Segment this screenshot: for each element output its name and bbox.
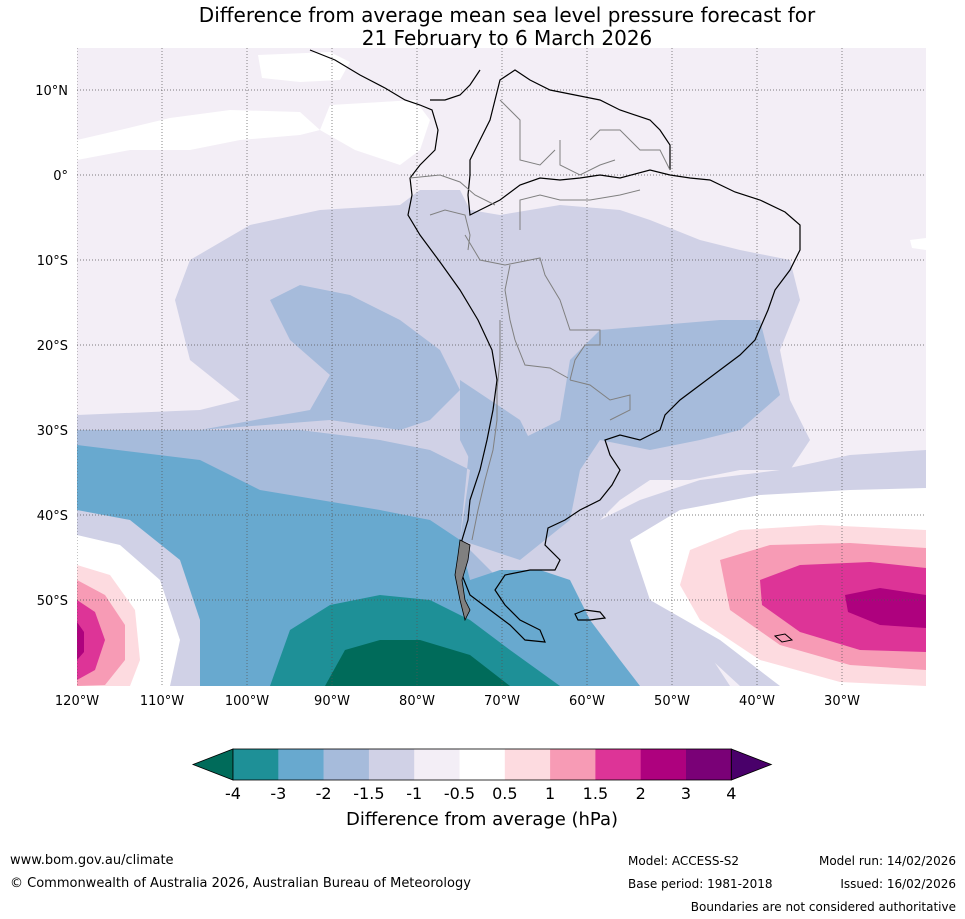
anomaly-band-minus2	[77, 445, 640, 686]
neutral-region	[320, 100, 430, 165]
country-borders	[409, 99, 671, 541]
latitude-label: 40°S	[37, 509, 68, 524]
colorbar-tick-label: 4	[726, 784, 736, 803]
colorbar-frame	[232, 748, 732, 781]
chile-fjords	[454, 539, 471, 622]
graticule	[77, 48, 926, 686]
longitude-label: 90°W	[314, 694, 350, 709]
colorbar-swatch	[459, 749, 506, 780]
colorbar-tick-label: 0.5	[492, 784, 517, 803]
colorbar-tick-label: 3	[681, 784, 691, 803]
neutral-region	[77, 110, 320, 160]
latitude-label: 10°S	[37, 254, 68, 269]
island	[773, 633, 794, 643]
title-line-1: Difference from average mean sea level p…	[198, 3, 816, 27]
colorbar-swatch	[414, 749, 460, 780]
colorbar-tick-label: -0.5	[444, 784, 475, 803]
colorbar-extend-low	[191, 748, 234, 781]
model-name: Model: ACCESS-S2	[628, 854, 740, 868]
model-run-date: Model run: 14/02/2026	[818, 854, 956, 868]
colorbar-tick-label: -3	[270, 784, 286, 803]
colorbar-tick-label: 2	[636, 784, 646, 803]
colorbar	[191, 748, 773, 781]
anomaly-field	[77, 48, 926, 686]
longitude-label: 100°W	[225, 694, 269, 709]
colorbar-extend-high	[730, 748, 773, 781]
map-title: Difference from average mean sea level p…	[0, 4, 965, 50]
colorbar-tick-label: -1	[406, 784, 422, 803]
neutral-region	[258, 52, 350, 82]
longitude-labels: 120°W 110°W 100°W 90°W 80°W 70°W 60°W 50°W 40°W 3…	[55, 694, 860, 709]
colorbar-tick-label: -4	[225, 784, 241, 803]
anomaly-band-plus2	[845, 588, 926, 628]
colorbar-swatch	[595, 749, 641, 780]
colorbar-tick-labels: -4 -3 -2 -1.5 -1 -0.5 0.5 1 1.5 2 3 4	[225, 784, 736, 803]
longitude-label: 120°W	[55, 694, 99, 709]
colorbar-swatch	[278, 749, 324, 780]
colorbar-swatch	[233, 749, 279, 780]
longitude-label: 50°W	[654, 694, 690, 709]
colorbar-tick-label: 1	[545, 784, 555, 803]
boundaries-disclaimer: Boundaries are not considered authoritat…	[690, 900, 956, 914]
coastline	[309, 49, 801, 643]
issued-date: Issued: 16/02/2026	[840, 877, 956, 891]
latitude-label: 50°S	[37, 594, 68, 609]
colorbar-tick-label: -2	[316, 784, 332, 803]
colorbar-swatch	[504, 749, 551, 780]
longitude-label: 80°W	[399, 694, 435, 709]
neutral-region	[910, 238, 926, 250]
website-link[interactable]: www.bom.gov.au/climate	[10, 853, 174, 868]
longitude-label: 60°W	[569, 694, 605, 709]
latitude-label: 10°N	[35, 84, 68, 99]
base-period: Base period: 1981-2018	[628, 877, 773, 891]
latitude-label: 20°S	[37, 339, 68, 354]
colorbar-swatch	[550, 749, 596, 780]
colorbar-swatch	[686, 749, 732, 780]
falkland-islands	[574, 609, 607, 621]
longitude-label: 40°W	[739, 694, 775, 709]
colorbar-swatch	[323, 749, 370, 780]
anomaly-band-plus2	[77, 622, 84, 660]
anomaly-band-minus1.5	[77, 285, 460, 430]
anomaly-band-plus1.5	[77, 600, 105, 680]
colorbar-tick-label: -1.5	[353, 784, 384, 803]
colorbar-swatch	[368, 749, 415, 780]
anomaly-band-plus1.5	[760, 562, 926, 652]
copyright-text: © Commonwealth of Australia 2026, Austra…	[10, 876, 471, 891]
colorbar-tick-label: 1.5	[583, 784, 608, 803]
latitude-label: 30°S	[37, 424, 68, 439]
title-line-2: 21 February to 6 March 2026	[361, 26, 653, 50]
coastline	[430, 69, 481, 101]
anomaly-band-minus4	[325, 640, 510, 686]
longitude-label: 30°W	[824, 694, 860, 709]
latitude-label: 0°	[53, 169, 68, 184]
colorbar-swatch	[640, 749, 687, 780]
latitude-labels: 10°N 0° 10°S 20°S 30°S 40°S 50°S	[35, 84, 68, 609]
longitude-label: 110°W	[140, 694, 184, 709]
colorbar-title: Difference from average (hPa)	[346, 809, 618, 830]
longitude-label: 70°W	[484, 694, 520, 709]
